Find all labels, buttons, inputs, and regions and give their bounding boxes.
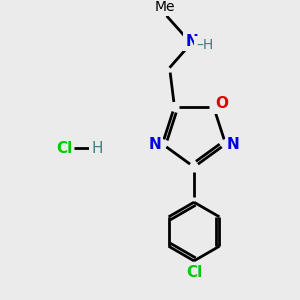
Text: N: N (148, 136, 161, 152)
Text: H: H (92, 141, 103, 156)
Text: Me: Me (154, 0, 175, 14)
Text: Cl: Cl (56, 141, 72, 156)
Text: O: O (215, 96, 228, 111)
Text: Cl: Cl (186, 265, 202, 280)
Text: –H: –H (196, 38, 213, 52)
Text: N: N (186, 34, 198, 49)
Text: N: N (227, 136, 240, 152)
